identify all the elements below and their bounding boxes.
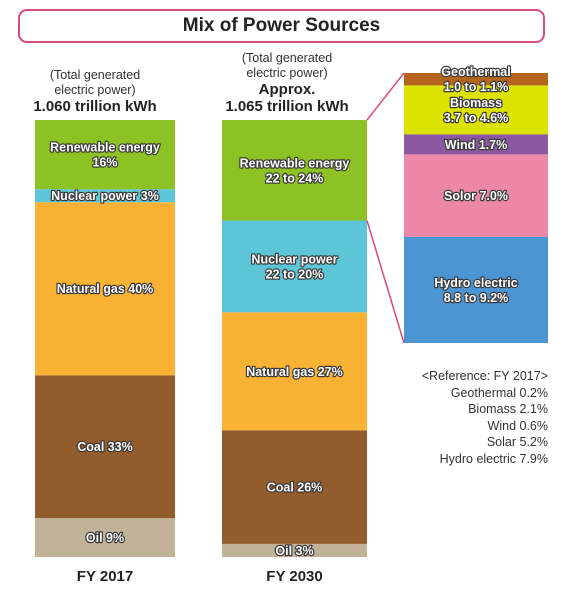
fy2017-label-nuclear: Nuclear power 3% <box>51 189 159 203</box>
breakdown-label-solar: Solor 7.0% <box>444 189 508 203</box>
bar-2017-total: 1.060 trillion kWh <box>15 98 175 115</box>
x-label-fy2017: FY 2017 <box>76 568 134 585</box>
breakdown-label-geothermal: Geothermal 1.0 to 1.1% <box>441 65 510 94</box>
bar-2030-total: Approx. 1.065 trillion kWh <box>207 81 367 115</box>
breakdown-bar-geothermal <box>404 73 548 86</box>
bar-2030-caption-line-1: (Total generated <box>241 51 333 65</box>
fy2017-label-coal: Coal 33% <box>77 440 133 454</box>
fy2030-bar-gas <box>222 312 367 431</box>
fy2030-label-oil: Oil 3% <box>275 544 313 558</box>
fy2017-bar-renewable <box>35 120 175 190</box>
chart-title: Mix of Power Sources <box>18 9 545 43</box>
reference-title: <Reference: FY 2017> <box>421 369 548 383</box>
bar-2017-caption-line-2: electric power) <box>54 83 136 97</box>
breakdown-bar-hydro <box>404 236 548 343</box>
x-label-fy2030: FY 2030 <box>266 568 323 585</box>
fy2030-bar-nuclear <box>222 220 367 313</box>
bar-2030-total-line-1: Approx. <box>258 81 316 98</box>
fy2017-label-gas: Natural gas 40% <box>57 282 154 296</box>
reference-item-hydro: Hydro electric 7.9% <box>439 451 548 466</box>
fy2030-label-gas: Natural gas 27% <box>246 365 343 379</box>
breakdown-bar-wind <box>404 134 548 155</box>
fy2030-bar-renewable <box>222 120 367 221</box>
bar-2017-caption-line-1: (Total generated <box>49 68 141 82</box>
fy2017-label-oil: Oil 9% <box>86 531 124 545</box>
fy2017-label-renewable: Renewable energy 16% <box>50 141 160 170</box>
fy2017-bar-oil <box>35 518 175 557</box>
fy2030-bar-oil <box>222 543 367 557</box>
reference-item-geothermal: Geothermal 0.2% <box>450 385 548 400</box>
breakdown-label-biomass: Biomass 3.7 to 4.6% <box>444 96 509 125</box>
fy2017-bar-gas <box>35 202 175 376</box>
bar-2030-caption-line-2: electric power) <box>246 66 328 80</box>
fy2017-bar-nuclear <box>35 189 175 203</box>
reference-box: <Reference: FY 2017> Geothermal 0.2% Bio… <box>380 368 548 467</box>
fy2030-bar-coal <box>222 430 367 544</box>
connector-line-bottom <box>366 220 405 344</box>
breakdown-label-hydro: Hydro electric 8.8 to 9.2% <box>434 276 517 305</box>
bar-2030-total-line-2: 1.065 trillion kWh <box>225 98 349 115</box>
breakdown-bar-biomass <box>404 85 548 135</box>
fy2030-label-nuclear: Nuclear power 22 to 20% <box>251 252 337 281</box>
bar-2017-caption: (Total generated electric power) <box>20 68 170 98</box>
reference-item-wind: Wind 0.6% <box>487 418 548 433</box>
reference-item-solar: Solar 5.2% <box>486 435 548 449</box>
bar-2017-total-line-1: 1.060 trillion kWh <box>33 98 157 115</box>
reference-item-biomass: Biomass 2.1% <box>468 402 548 416</box>
breakdown-label-wind: Wind 1.7% <box>445 138 507 152</box>
breakdown-bar-solar <box>404 154 548 237</box>
connector-line-top <box>366 72 405 121</box>
bar-2030-caption: (Total generated electric power) <box>212 51 362 81</box>
fy2017-bar-coal <box>35 375 175 519</box>
chart-title-text: Mix of Power Sources <box>182 15 381 36</box>
fy2030-label-coal: Coal 26% <box>267 481 323 495</box>
fy2030-label-renewable: Renewable energy 22 to 24% <box>240 156 350 185</box>
